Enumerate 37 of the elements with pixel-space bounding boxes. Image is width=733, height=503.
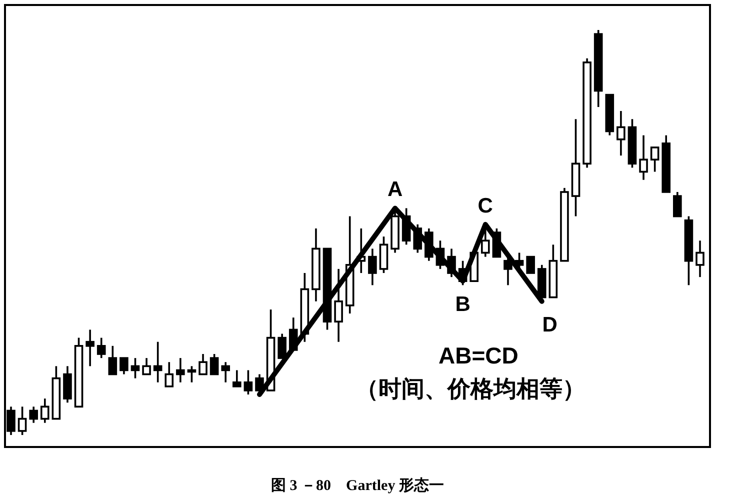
candlestick [6,406,16,436]
candlestick [696,240,704,278]
candlestick [244,369,253,396]
candlestick [96,336,106,359]
candlestick [504,256,512,286]
candlestick [18,406,27,436]
candlestick [164,361,174,388]
candlestick [176,357,185,384]
candlestick [639,134,648,181]
candlestick [232,369,242,388]
annotation: D [542,313,558,336]
candlestick [650,146,660,173]
candlestick [29,406,38,424]
candlestick [120,357,128,376]
candlestick [153,340,162,384]
candlestick [187,365,196,384]
text: 图 3 －80 Gartley 形态一 [271,477,444,494]
candlestick [40,398,50,424]
annotation: A [387,178,403,202]
candlestick [210,353,219,376]
annotation: B [455,293,470,316]
candlestick [334,268,343,343]
annotation: C [478,194,493,218]
candlestick [480,228,490,258]
annotation: AB=CD [438,342,518,368]
annotation: （时间、价格均相等） [355,375,586,402]
candlestick [278,332,286,359]
candlestick [108,345,118,376]
candlestick [368,248,377,286]
candlestick [198,353,208,376]
candlestick [526,256,535,274]
candlestick [616,110,626,156]
candlestick [86,328,94,368]
candlestick [673,191,682,218]
candlestick [130,357,140,380]
candlestick [221,361,230,384]
candlestick [142,357,151,376]
